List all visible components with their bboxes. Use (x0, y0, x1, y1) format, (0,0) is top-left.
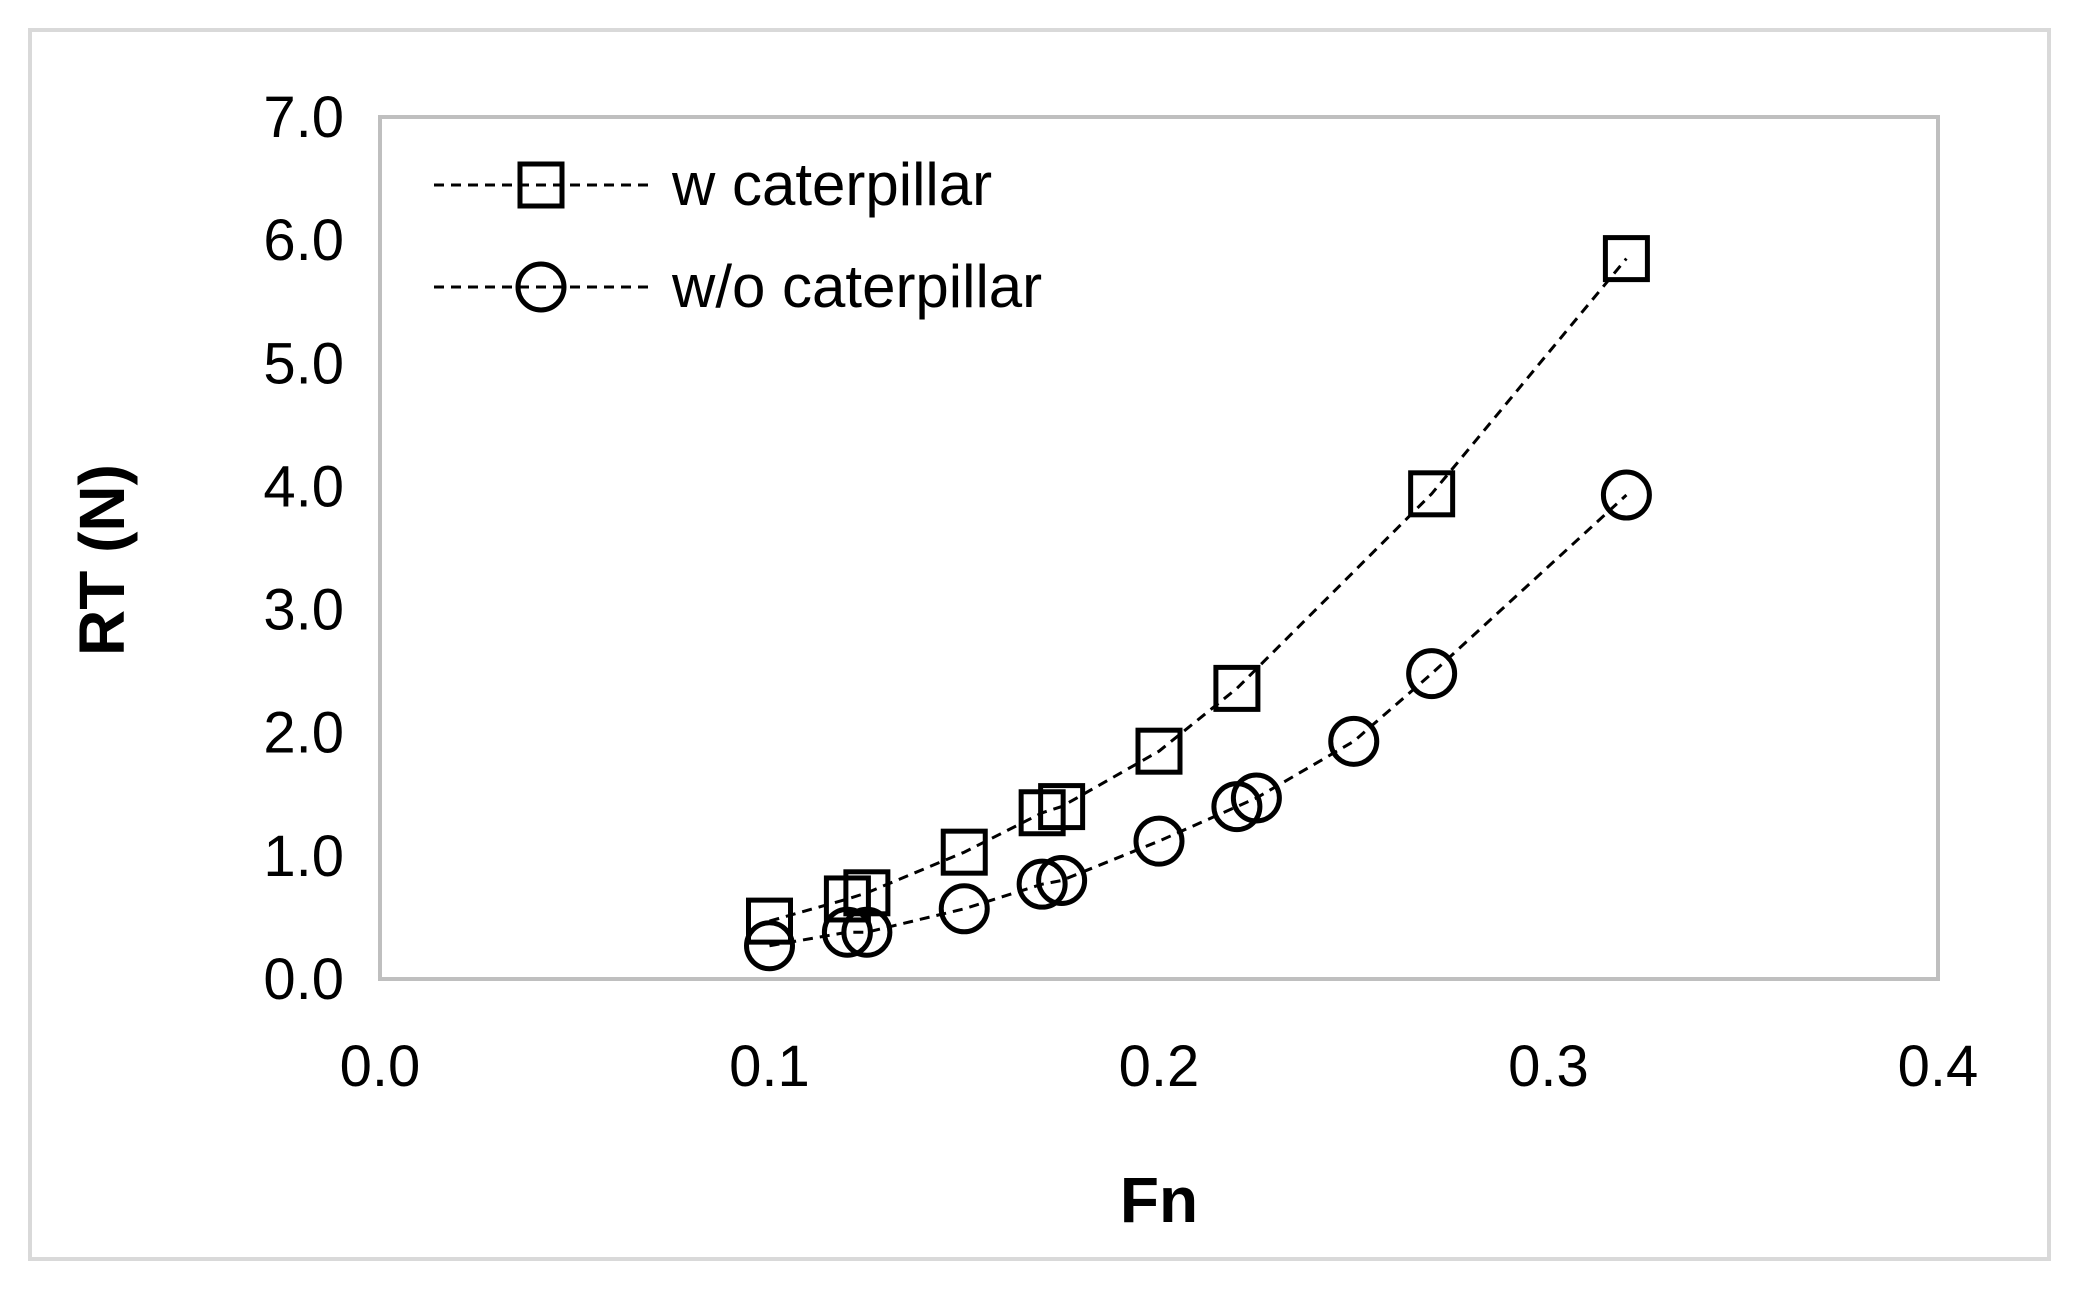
y-tick-label: 1.0 (263, 824, 344, 889)
legend-item: w/o caterpillar (434, 253, 1042, 320)
series-line (769, 257, 1628, 923)
data-point (744, 920, 795, 972)
data-point (1133, 815, 1185, 867)
data-point (1135, 727, 1183, 775)
data-point (938, 883, 990, 935)
x-tick-label: 0.0 (340, 1034, 421, 1099)
y-tick-label: 7.0 (263, 85, 344, 150)
y-tick-label: 2.0 (263, 701, 344, 766)
series-circle (744, 469, 1652, 972)
x-tick-label: 0.4 (1898, 1034, 1979, 1099)
x-axis-ticks: 0.0 0.1 0.2 0.3 0.4 (340, 1034, 1979, 1099)
chart-outer-border (28, 28, 2051, 1261)
x-axis-title: Fn (1120, 1164, 1198, 1236)
data-point (1602, 235, 1650, 283)
y-tick-label: 0.0 (263, 947, 344, 1012)
data-point (821, 906, 873, 958)
data-point (1406, 648, 1458, 700)
data-point (1016, 858, 1068, 910)
data-point (1408, 470, 1456, 518)
legend: w caterpillar w/o caterpillar (434, 151, 1042, 320)
series-layer (744, 235, 1652, 972)
plot-area-border (378, 115, 1940, 981)
data-point (841, 906, 893, 958)
legend-marker (515, 261, 567, 313)
y-tick-label: 4.0 (263, 454, 344, 519)
series-square (746, 235, 1650, 945)
data-point (1213, 664, 1261, 712)
y-axis-ticks: 0.0 1.0 2.0 3.0 4.0 5.0 6.0 7.0 (263, 85, 344, 1012)
data-point (1230, 772, 1282, 824)
x-tick-label: 0.1 (729, 1034, 810, 1099)
y-tick-label: 5.0 (263, 331, 344, 396)
legend-label: w/o caterpillar (671, 253, 1042, 320)
data-point (1600, 469, 1652, 521)
x-tick-label: 0.2 (1119, 1034, 1200, 1099)
data-point (1328, 715, 1380, 767)
legend-label: w caterpillar (671, 151, 992, 218)
legend-marker (517, 161, 565, 209)
data-point (746, 897, 793, 945)
y-axis-title: RT (N) (66, 464, 138, 656)
data-point (843, 869, 891, 917)
y-tick-label: 3.0 (263, 578, 344, 643)
x-tick-label: 0.3 (1508, 1034, 1589, 1099)
data-point (1038, 783, 1086, 831)
y-tick-label: 6.0 (263, 208, 344, 273)
data-point (940, 828, 988, 876)
data-point (1036, 854, 1088, 906)
legend-item: w caterpillar (434, 151, 992, 218)
